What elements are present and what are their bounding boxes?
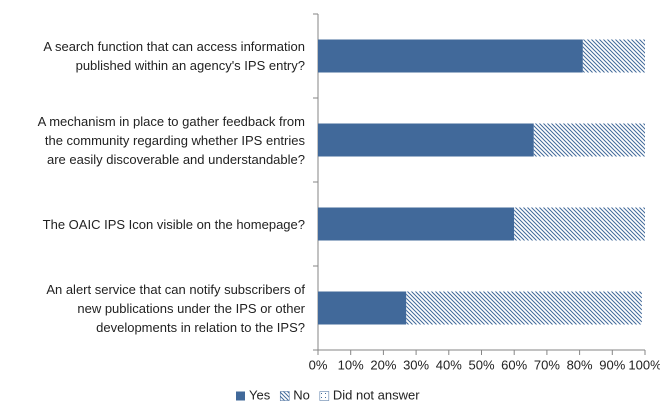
bar-segment bbox=[318, 123, 534, 157]
x-tick-label: 50% bbox=[468, 357, 494, 372]
x-tick-label: 60% bbox=[501, 357, 527, 372]
category-label-box: An alert service that can notify subscri… bbox=[0, 266, 305, 350]
category-label: A search function that can access inform… bbox=[43, 39, 305, 73]
bar-segment bbox=[641, 291, 645, 325]
bar-segment bbox=[406, 291, 642, 325]
legend-swatch bbox=[236, 391, 245, 401]
x-tick-label: 10% bbox=[338, 357, 364, 372]
legend-label: No bbox=[293, 387, 310, 402]
legend-label: Yes bbox=[249, 387, 271, 402]
x-tick-label: 70% bbox=[534, 357, 560, 372]
category-label: An alert service that can notify subscri… bbox=[46, 281, 305, 335]
bar-segment bbox=[514, 207, 645, 241]
x-tick-label: 0% bbox=[309, 357, 328, 372]
bar-segment bbox=[533, 123, 645, 157]
category-label-box: A search function that can access inform… bbox=[0, 14, 305, 98]
category-label-box: A mechanism in place to gather feedback … bbox=[0, 98, 305, 182]
bar-segment bbox=[318, 39, 583, 73]
legend-swatch bbox=[319, 391, 330, 401]
bar-segment bbox=[318, 291, 407, 325]
x-tick-label: 30% bbox=[403, 357, 429, 372]
bar-segment bbox=[582, 39, 645, 73]
bar-segment bbox=[318, 207, 515, 241]
x-tick-label: 100% bbox=[628, 357, 660, 372]
x-tick-label: 40% bbox=[436, 357, 462, 372]
x-tick-label: 20% bbox=[370, 357, 396, 372]
x-tick-label: 80% bbox=[567, 357, 593, 372]
legend-swatch bbox=[279, 391, 290, 401]
legend-label: Did not answer bbox=[333, 387, 420, 402]
category-label: A mechanism in place to gather feedback … bbox=[37, 113, 305, 167]
category-label: The OAIC IPS Icon visible on the homepag… bbox=[42, 216, 305, 232]
x-tick-label: 90% bbox=[599, 357, 625, 372]
category-label-box: The OAIC IPS Icon visible on the homepag… bbox=[0, 182, 305, 266]
